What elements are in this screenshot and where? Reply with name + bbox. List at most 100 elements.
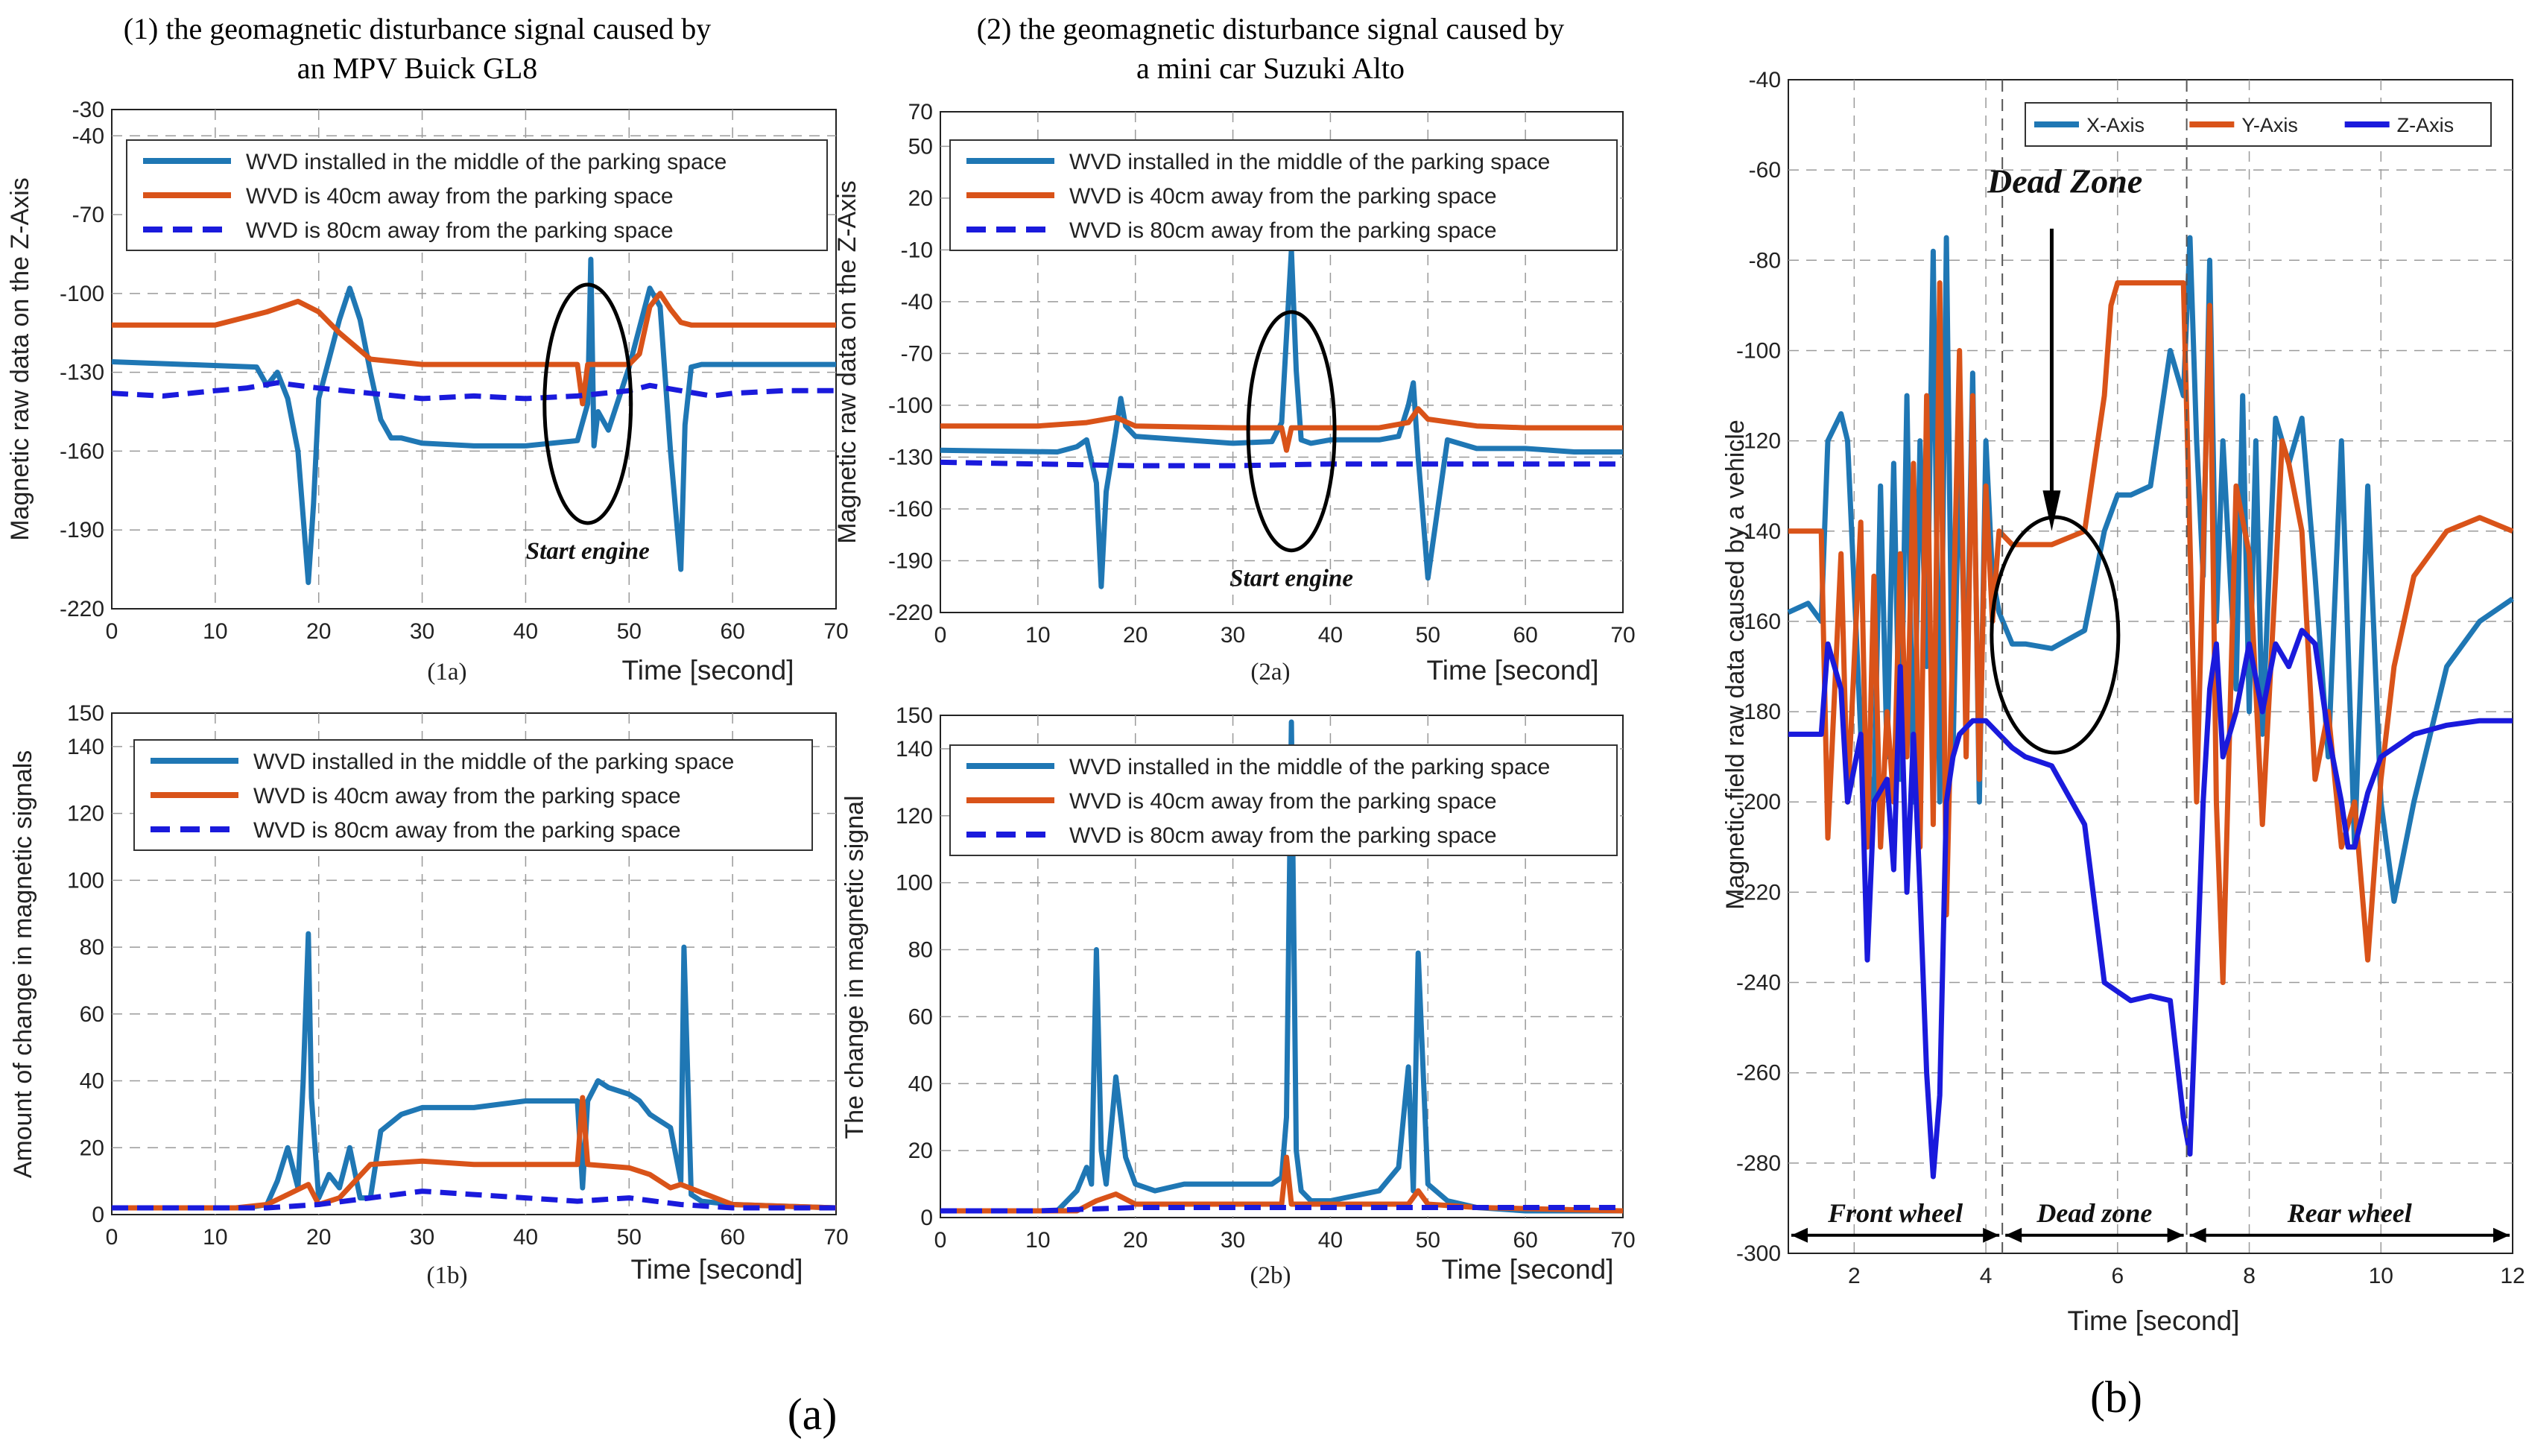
y-tick-label: -130 bbox=[60, 361, 104, 385]
y-tick-label: -40 bbox=[1749, 68, 1781, 92]
y-tick-label: -40 bbox=[72, 124, 104, 148]
y-tick-label: -100 bbox=[888, 393, 933, 418]
y-tick-label: 120 bbox=[896, 804, 933, 829]
y-tick-label: -100 bbox=[1736, 338, 1781, 363]
series-line-0 bbox=[940, 719, 1623, 1214]
x-tick-label: 2 bbox=[1848, 1264, 1861, 1288]
legend-label: WVD is 80cm away from the parking space bbox=[1069, 823, 1497, 848]
y-tick-label: 0 bbox=[920, 1206, 933, 1230]
x-tick-label: 20 bbox=[1123, 1228, 1148, 1253]
legend-label: WVD is 80cm away from the parking space bbox=[246, 218, 674, 243]
y-tick-label: 0 bbox=[92, 1203, 104, 1227]
y-tick-label: 100 bbox=[67, 868, 104, 893]
y-tick-label: 60 bbox=[80, 1002, 104, 1027]
y-tick-label: 40 bbox=[908, 1072, 933, 1096]
segment-label: Dead zone bbox=[2036, 1198, 2152, 1228]
x-tick-label: 40 bbox=[1318, 1228, 1343, 1253]
legend-label: WVD is 80cm away from the parking space bbox=[253, 818, 681, 843]
x-tick-label: 40 bbox=[513, 619, 538, 644]
dead-zone-title: Dead Zone bbox=[1987, 162, 2142, 200]
series-line-0 bbox=[112, 931, 837, 1211]
y-tick-label: -220 bbox=[888, 601, 933, 625]
x-tick-label: 40 bbox=[1318, 623, 1343, 648]
y-axis-label: Magnetic field raw data caused by a vehi… bbox=[1721, 420, 1750, 910]
y-tick-label: -130 bbox=[888, 445, 933, 469]
y-tick-label: 20 bbox=[80, 1136, 104, 1160]
chart-2a: 0 10 20 30 40 50 60 70 70 50 20 -10 -40 -70 -100 -130 -1… bbox=[833, 100, 1636, 686]
series-line-2 bbox=[1788, 627, 2513, 1180]
start-engine-label: Start engine bbox=[526, 538, 650, 565]
legend-label: WVD is 40cm away from the parking space bbox=[1069, 789, 1497, 814]
legend-label: WVD installed in the middle of the parki… bbox=[1069, 150, 1550, 174]
series-line-1 bbox=[940, 1154, 1624, 1214]
y-tick-label: 150 bbox=[67, 701, 104, 726]
y-tick-label: -160 bbox=[888, 497, 933, 522]
title-1-line2: an MPV Buick GL8 bbox=[297, 51, 538, 85]
x-tick-label: 0 bbox=[934, 623, 947, 648]
series-line-2 bbox=[111, 380, 836, 402]
y-tick-label: -120 bbox=[1736, 429, 1781, 454]
legend-label: WVD is 80cm away from the parking space bbox=[1069, 218, 1497, 243]
x-tick-label: 60 bbox=[1513, 623, 1537, 648]
x-tick-label: 6 bbox=[2111, 1264, 2124, 1288]
segment-arrowhead-right bbox=[2167, 1227, 2184, 1243]
y-axis-label: The change in magnetic signal bbox=[841, 795, 869, 1139]
y-tick-label: -100 bbox=[60, 282, 104, 306]
y-tick-label: -240 bbox=[1736, 971, 1781, 996]
x-tick-label: 30 bbox=[410, 1225, 434, 1250]
x-tick-label: 20 bbox=[306, 1225, 331, 1250]
subplot-label: (2a) bbox=[1250, 659, 1290, 686]
chart-1b: 0 10 20 30 40 50 60 70 0 20 40 60 80 100 120 140 150 WVD … bbox=[9, 701, 849, 1289]
y-axis-label: Magnetic raw data on the Z-Axis bbox=[833, 180, 861, 544]
y-tick-label: 140 bbox=[67, 735, 104, 759]
y-tick-label: -160 bbox=[60, 439, 104, 463]
x-tick-label: 50 bbox=[617, 1225, 642, 1250]
x-axis-label: Time [second] bbox=[2068, 1305, 2240, 1336]
segment-arrowhead-left bbox=[2005, 1227, 2022, 1243]
x-tick-label: 70 bbox=[1610, 623, 1635, 648]
y-tick-label: 140 bbox=[896, 737, 933, 762]
x-tick-label: 70 bbox=[823, 619, 848, 644]
y-tick-label: 70 bbox=[908, 100, 933, 124]
x-tick-label: 4 bbox=[1980, 1264, 1993, 1288]
x-tick-label: 60 bbox=[720, 1225, 744, 1250]
x-tick-label: 70 bbox=[823, 1225, 848, 1250]
x-tick-label: 10 bbox=[1025, 1228, 1050, 1253]
series-line-1 bbox=[112, 1095, 837, 1211]
x-tick-label: 8 bbox=[2243, 1264, 2256, 1288]
legend-label: WVD installed in the middle of the parki… bbox=[246, 150, 727, 174]
legend-box bbox=[2025, 102, 2492, 147]
y-tick-label: -40 bbox=[901, 290, 933, 314]
dead-zone-arrowhead bbox=[2042, 490, 2061, 531]
title-2-line2: a mini car Suzuki Alto bbox=[1136, 51, 1405, 85]
legend-label: WVD is 40cm away from the parking space bbox=[246, 184, 674, 209]
x-tick-label: 10 bbox=[2369, 1264, 2393, 1288]
x-tick-label: 60 bbox=[720, 619, 744, 644]
chart-1a: 0 10 20 30 40 50 60 70 -30-40 -70 -100 -130 -160 -190… bbox=[6, 98, 849, 686]
x-tick-label: 50 bbox=[1416, 623, 1440, 648]
y-tick-label: -260 bbox=[1736, 1061, 1781, 1086]
panel-b-label: (b) bbox=[2090, 1373, 2142, 1422]
y-tick-label: 80 bbox=[908, 938, 933, 963]
series-line-1 bbox=[112, 291, 836, 407]
x-tick-label: 0 bbox=[106, 1225, 118, 1250]
legend-box bbox=[126, 139, 828, 251]
y-tick-label: -70 bbox=[72, 203, 104, 227]
x-tick-label: 20 bbox=[306, 619, 331, 644]
start-engine-ellipse bbox=[542, 282, 633, 525]
x-tick-label: 30 bbox=[1221, 1228, 1245, 1253]
y-tick-label: -10 bbox=[901, 238, 933, 262]
x-tick-label: 50 bbox=[1416, 1228, 1440, 1253]
x-tick-label: 70 bbox=[1610, 1228, 1635, 1253]
subplot-label: (1b) bbox=[427, 1262, 468, 1289]
title-2-line1: (2) the geomagnetic disturbance signal c… bbox=[977, 12, 1565, 45]
legend-box bbox=[949, 139, 1618, 251]
chart-b: 2 4 6 8 10 12 -40 -60 -80 -100 -120 -140 -160 -180 -20… bbox=[1721, 68, 2525, 1336]
y-tick-label: 100 bbox=[896, 871, 933, 896]
x-tick-label: 10 bbox=[1025, 623, 1050, 648]
chart-2b: 0 10 20 30 40 50 60 70 0 20 40 60 80 100 120 140 150 WVD … bbox=[841, 703, 1636, 1289]
legend-label: WVD is 40cm away from the parking space bbox=[253, 784, 681, 808]
legend-label: WVD installed in the middle of the parki… bbox=[1069, 755, 1550, 779]
y-tick-label: -220 bbox=[60, 597, 104, 621]
